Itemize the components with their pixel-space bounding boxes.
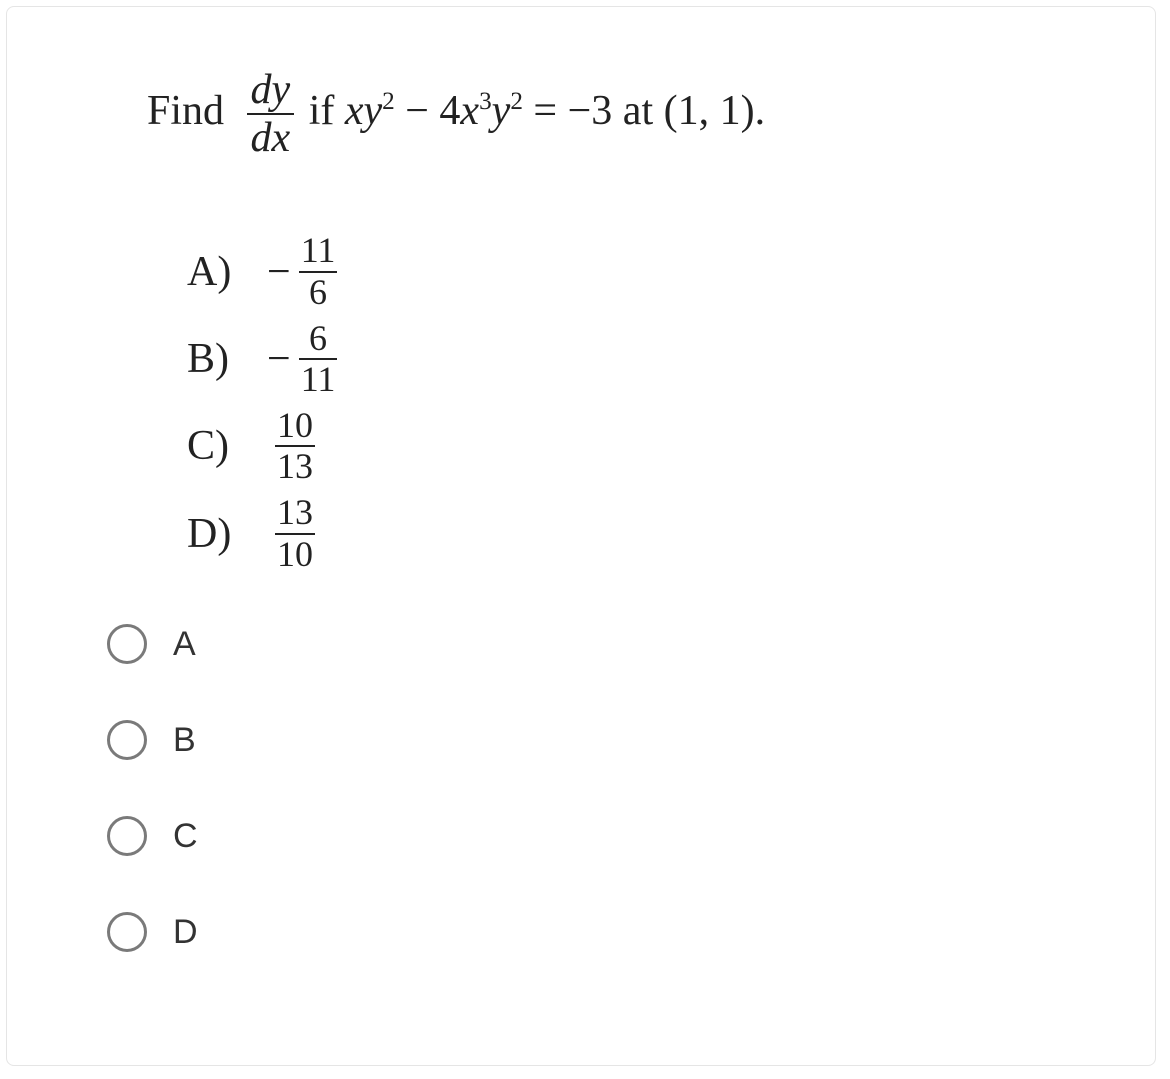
radio-circle-icon[interactable] bbox=[107, 816, 147, 856]
derivative-denominator: dx bbox=[247, 115, 295, 161]
answer-denominator: 11 bbox=[299, 360, 338, 400]
question-equation: xy2 − 4x3y2 = −3 bbox=[345, 88, 612, 134]
radio-option-a[interactable]: A bbox=[107, 624, 1115, 664]
answer-numerator: 6 bbox=[299, 319, 338, 361]
question-prefix: Find bbox=[147, 88, 224, 134]
answer-denominator: 6 bbox=[299, 273, 338, 313]
answer-denominator: 10 bbox=[275, 535, 315, 575]
derivative-numerator: dy bbox=[247, 67, 295, 115]
answer-letter: A) bbox=[187, 248, 267, 296]
question-middle: if bbox=[309, 88, 345, 134]
answer-fraction: 11 6 bbox=[299, 231, 338, 312]
answer-row: D) 13 10 bbox=[187, 493, 1115, 574]
radio-label: C bbox=[173, 817, 198, 856]
radio-circle-icon[interactable] bbox=[107, 912, 147, 952]
answer-sign: − bbox=[267, 248, 291, 296]
radio-circle-icon[interactable] bbox=[107, 720, 147, 760]
radio-label: A bbox=[173, 625, 196, 664]
answer-sign: − bbox=[267, 335, 291, 383]
question-suffix: at (1, 1). bbox=[623, 88, 765, 134]
answer-letter: B) bbox=[187, 335, 267, 383]
answer-fraction: 6 11 bbox=[299, 319, 338, 400]
question-card: Find dy dx if xy2 − 4x3y2 = −3 at (1, 1)… bbox=[6, 6, 1156, 1066]
radio-options: A B C D bbox=[107, 624, 1115, 952]
answer-row: C) 10 13 bbox=[187, 406, 1115, 487]
radio-option-c[interactable]: C bbox=[107, 816, 1115, 856]
answer-numerator: 10 bbox=[275, 406, 315, 448]
answer-letter: D) bbox=[187, 510, 267, 558]
answer-fraction: 10 13 bbox=[275, 406, 315, 487]
question-text: Find dy dx if xy2 − 4x3y2 = −3 at (1, 1)… bbox=[147, 67, 1115, 161]
answer-row: A) − 11 6 bbox=[187, 231, 1115, 312]
radio-option-d[interactable]: D bbox=[107, 912, 1115, 952]
derivative-fraction: dy dx bbox=[247, 67, 295, 161]
radio-label: B bbox=[173, 721, 196, 760]
answer-fraction: 13 10 bbox=[275, 493, 315, 574]
answer-numerator: 11 bbox=[299, 231, 338, 273]
radio-option-b[interactable]: B bbox=[107, 720, 1115, 760]
answer-list: A) − 11 6 B) − 6 11 C) 10 13 D) bbox=[187, 231, 1115, 574]
answer-numerator: 13 bbox=[275, 493, 315, 535]
radio-label: D bbox=[173, 913, 198, 952]
answer-denominator: 13 bbox=[275, 447, 315, 487]
radio-circle-icon[interactable] bbox=[107, 624, 147, 664]
answer-row: B) − 6 11 bbox=[187, 319, 1115, 400]
answer-letter: C) bbox=[187, 422, 267, 470]
